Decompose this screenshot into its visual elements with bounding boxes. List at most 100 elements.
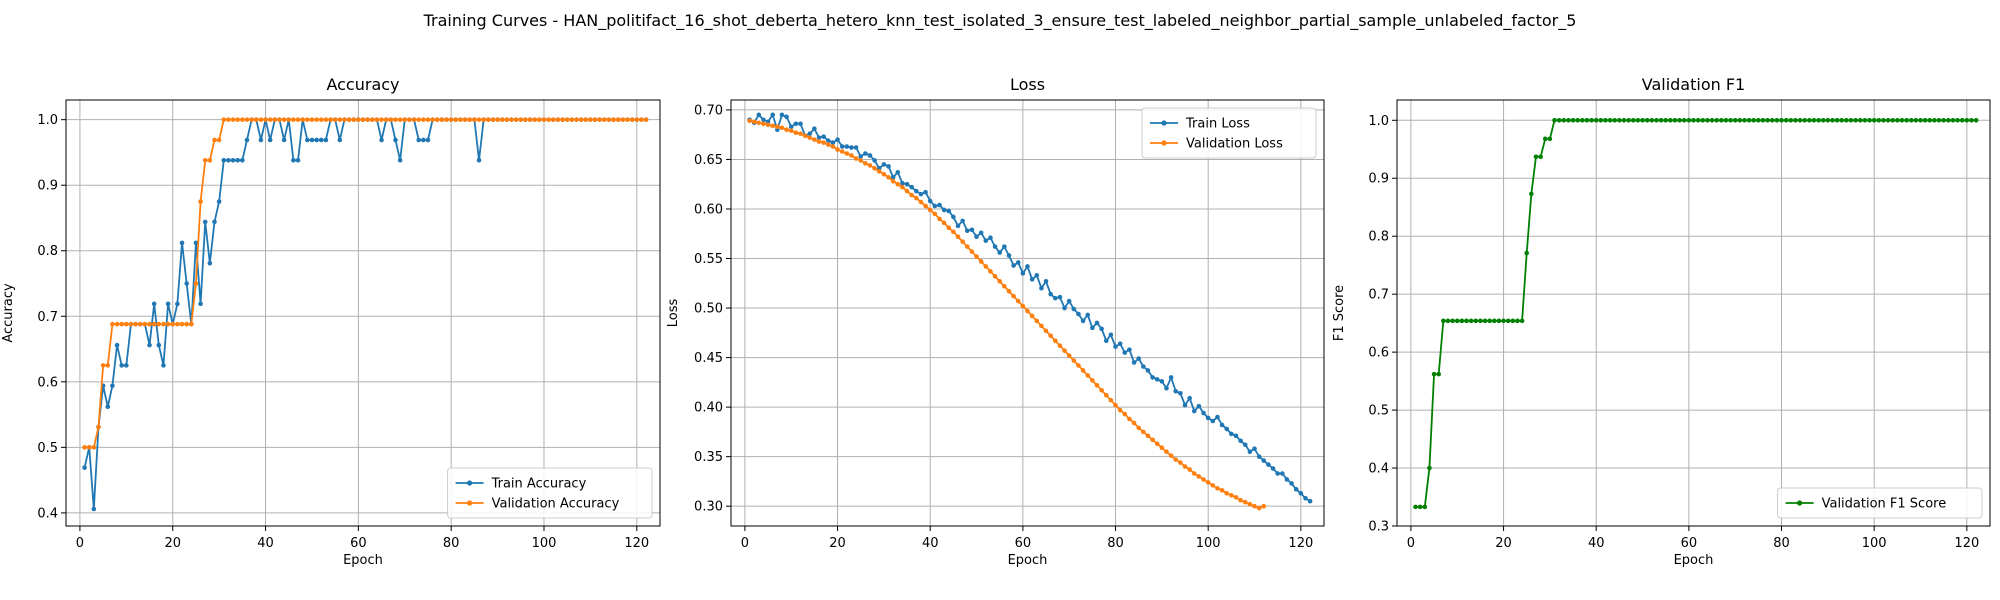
- data-point: [606, 117, 612, 122]
- legend-marker: [1797, 500, 1803, 506]
- data-point: [402, 117, 408, 122]
- data-point: [1029, 313, 1035, 319]
- y-tick-label: 0.40: [694, 401, 723, 416]
- x-tick-label: 60: [1015, 536, 1032, 551]
- data-point: [798, 131, 803, 136]
- data-point: [337, 117, 343, 122]
- data-point: [1584, 117, 1590, 123]
- data-point: [872, 166, 877, 171]
- series-line: [83, 118, 647, 510]
- data-point: [1783, 117, 1789, 123]
- y-tick-label: 0.8: [1368, 230, 1389, 245]
- y-tick-label: 0.9: [37, 179, 58, 194]
- data-point: [974, 234, 979, 240]
- data-point: [1612, 117, 1618, 123]
- data-point: [82, 445, 87, 450]
- data-point: [1270, 466, 1276, 471]
- data-point: [909, 184, 914, 190]
- data-point: [105, 404, 111, 410]
- data-point: [142, 321, 148, 327]
- y-tick-label: 0.60: [694, 202, 723, 217]
- data-point: [747, 118, 752, 124]
- x-tick-label: 20: [164, 536, 181, 551]
- data-point: [1215, 414, 1220, 420]
- data-point: [527, 117, 533, 122]
- data-point: [295, 158, 301, 163]
- data-point: [202, 219, 208, 225]
- data-point: [374, 117, 380, 122]
- data-point: [499, 117, 505, 122]
- data-point: [244, 137, 250, 143]
- data-point: [1238, 497, 1243, 503]
- data-point: [1630, 117, 1636, 123]
- data-point: [226, 117, 231, 122]
- data-point: [397, 117, 403, 122]
- data-point: [863, 161, 868, 166]
- data-point: [1445, 318, 1451, 324]
- data-point: [1853, 117, 1858, 123]
- data-point: [253, 117, 259, 122]
- data-point: [1205, 480, 1211, 485]
- data-point: [388, 117, 394, 122]
- data-point: [779, 112, 785, 118]
- data-point: [1122, 350, 1128, 355]
- data-point: [114, 342, 120, 348]
- data-point: [978, 259, 984, 264]
- data-point: [1705, 117, 1710, 123]
- data-point: [835, 147, 840, 152]
- data-point: [1219, 422, 1225, 428]
- data-point: [927, 198, 933, 204]
- data-point: [1039, 285, 1044, 291]
- legend-label: Validation Accuracy: [492, 497, 620, 512]
- data-point: [291, 158, 296, 163]
- data-point: [1478, 318, 1483, 324]
- y-tick-label: 0.50: [694, 302, 723, 317]
- data-point: [119, 363, 124, 368]
- data-point: [1057, 343, 1063, 348]
- data-point: [1275, 471, 1280, 476]
- data-point: [1006, 288, 1012, 294]
- data-point: [263, 117, 268, 122]
- y-tick-label: 0.4: [37, 506, 58, 521]
- data-point: [960, 218, 965, 224]
- data-point: [1187, 467, 1192, 472]
- data-point: [1178, 460, 1183, 465]
- data-point: [1598, 117, 1604, 123]
- data-point: [625, 117, 630, 122]
- data-point: [198, 199, 203, 204]
- data-point: [1252, 446, 1257, 452]
- data-point: [574, 117, 579, 122]
- legend: Train Loss Validation Loss: [1141, 107, 1317, 159]
- y-axis-label: F1 Score: [1332, 285, 1347, 341]
- data-point: [788, 124, 794, 130]
- series-2: [82, 117, 649, 450]
- data-point: [1210, 483, 1216, 488]
- data-point: [170, 321, 176, 327]
- legend-box: [1141, 107, 1317, 159]
- data-point: [1413, 504, 1418, 510]
- data-point: [1099, 387, 1104, 393]
- y-tick-label: 0.70: [694, 103, 723, 118]
- data-point: [969, 227, 975, 233]
- data-point: [1002, 283, 1007, 289]
- chart-panel-1: 0 20 40 60 80 100 120 0.4 0.5 0.6 0.7 0.8 0.9 1.0 Accu…: [1, 75, 661, 568]
- data-point: [1136, 425, 1141, 431]
- data-point: [267, 117, 273, 122]
- data-point: [425, 137, 431, 143]
- data-point: [1779, 117, 1784, 123]
- data-point: [1793, 117, 1798, 123]
- legend-box: [1777, 487, 1983, 519]
- data-point: [997, 250, 1002, 255]
- data-point: [1904, 117, 1909, 123]
- data-point: [918, 191, 924, 197]
- data-point: [1080, 368, 1086, 373]
- data-point: [611, 117, 616, 122]
- x-tick-label: 100: [532, 536, 557, 551]
- data-point: [184, 321, 189, 327]
- data-point: [937, 216, 942, 222]
- data-point: [309, 117, 315, 122]
- data-point: [821, 134, 826, 139]
- y-tick-label: 0.35: [694, 450, 723, 465]
- data-point: [1164, 385, 1169, 391]
- data-point: [1482, 318, 1488, 324]
